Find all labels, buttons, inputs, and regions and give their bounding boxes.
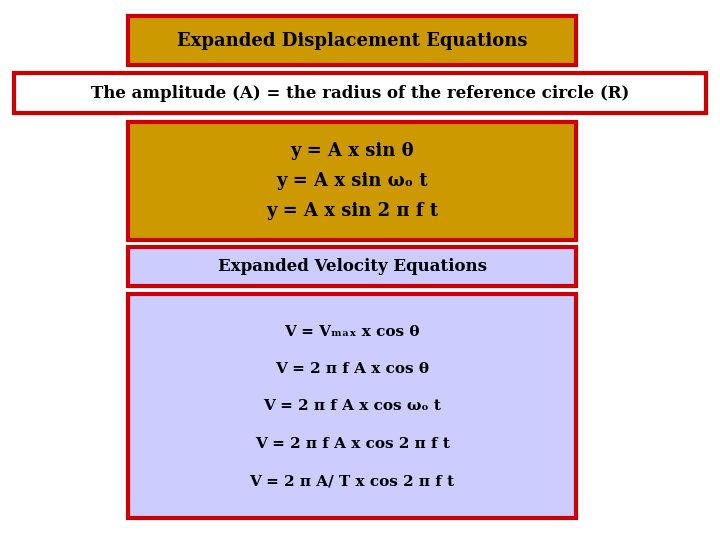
Text: V = Vₘₐₓ x cos θ: V = Vₘₐₓ x cos θ: [284, 325, 420, 339]
Text: y = A x sin ωₒ t: y = A x sin ωₒ t: [276, 172, 428, 190]
Text: y = A x sin 2 π f t: y = A x sin 2 π f t: [266, 201, 438, 220]
FancyBboxPatch shape: [128, 294, 576, 518]
Text: Expanded Velocity Equations: Expanded Velocity Equations: [217, 258, 487, 275]
FancyBboxPatch shape: [128, 247, 576, 286]
Text: The amplitude (A) = the radius of the reference circle (R): The amplitude (A) = the radius of the re…: [91, 85, 629, 102]
FancyBboxPatch shape: [128, 122, 576, 240]
FancyBboxPatch shape: [14, 73, 706, 113]
Text: V = 2 π f A x cos θ: V = 2 π f A x cos θ: [275, 362, 429, 376]
Text: V = 2 π A/ T x cos 2 π f t: V = 2 π A/ T x cos 2 π f t: [250, 474, 454, 488]
Text: V = 2 π f A x cos ωₒ t: V = 2 π f A x cos ωₒ t: [263, 400, 441, 413]
Text: V = 2 π f A x cos 2 π f t: V = 2 π f A x cos 2 π f t: [255, 437, 449, 451]
FancyBboxPatch shape: [128, 16, 576, 65]
Text: y = A x sin θ: y = A x sin θ: [290, 142, 414, 160]
Text: Expanded Displacement Equations: Expanded Displacement Equations: [177, 31, 527, 50]
